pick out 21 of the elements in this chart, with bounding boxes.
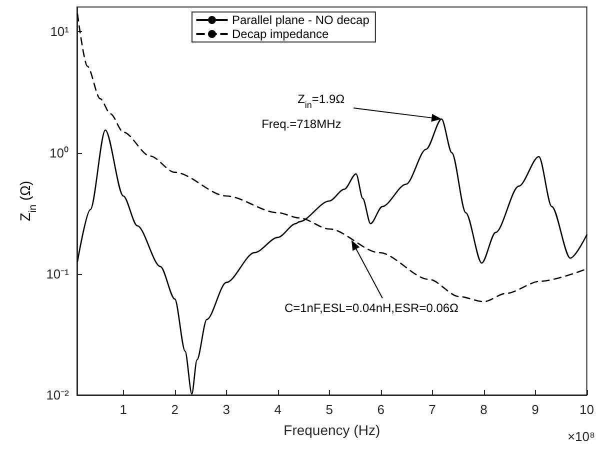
- x-tick-label: 3: [222, 402, 230, 417]
- y-tick-label: 10¹: [50, 24, 70, 40]
- annotation: Freq.=718MHz: [262, 117, 342, 132]
- y-tick-label: 10⁻¹: [46, 266, 70, 282]
- x-tick-label: 5: [326, 402, 333, 417]
- annotation: Z$_{in}$=1.9Ω: [298, 92, 345, 110]
- x-tick-label: 4: [274, 402, 282, 417]
- x-tick-label: 2: [171, 402, 178, 417]
- x-tick-label: 8: [480, 402, 488, 417]
- annotation: C=1nF,ESL=0.04nH,ESR=0.06Ω: [284, 301, 459, 316]
- x-tick-label: 10: [580, 402, 594, 417]
- x-tick-label: 6: [377, 402, 384, 417]
- legend-label: Parallel plane - NO decap: [232, 13, 370, 27]
- x-tick-label: 9: [532, 402, 539, 417]
- y-tick-label: 10⁻²: [46, 388, 70, 402]
- x-axis-title: Frequency (Hz): [284, 422, 380, 438]
- legend-label: Decap impedance: [232, 27, 330, 41]
- x-tick-label: 1: [120, 402, 127, 417]
- y-tick-label: 10⁰: [50, 145, 69, 160]
- x-tick-label: 7: [428, 402, 436, 417]
- text: ×10⁸: [567, 429, 596, 444]
